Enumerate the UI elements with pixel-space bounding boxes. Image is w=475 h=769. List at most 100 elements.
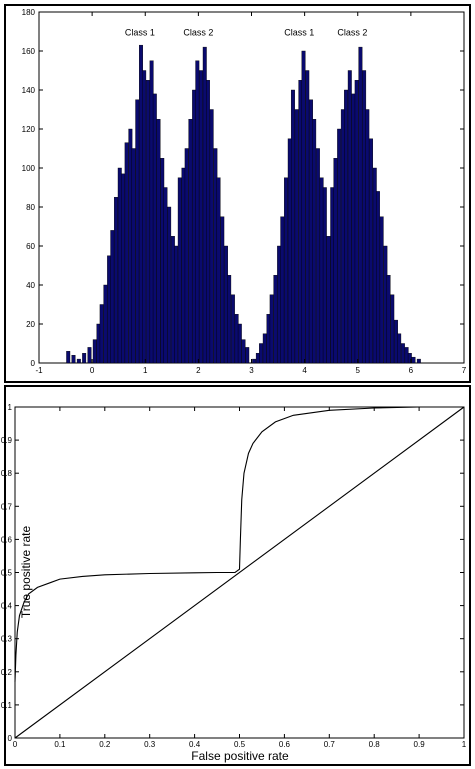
roc-y-tick-label: 0.7 bbox=[1, 502, 13, 511]
histogram-bar bbox=[66, 351, 71, 364]
histogram-class-annotation: Class 2 bbox=[337, 27, 367, 37]
roc-x-tick-label: 1 bbox=[462, 740, 467, 749]
histogram-bar bbox=[294, 109, 299, 364]
histogram-y-ticks: 0 20 40 60 80 100 120 140 160 180 bbox=[22, 8, 464, 368]
histogram-bar bbox=[216, 177, 221, 364]
roc-curve bbox=[14, 406, 464, 682]
histogram-x-tick-label: 2 bbox=[196, 366, 201, 375]
histogram-bar bbox=[273, 275, 278, 364]
histogram-bar bbox=[255, 353, 260, 364]
histogram-y-tick-label: 40 bbox=[26, 281, 35, 290]
histogram-y-tick-label: 140 bbox=[22, 86, 36, 95]
histogram-bar bbox=[131, 148, 136, 364]
histogram-class-annotation: Class 1 bbox=[284, 27, 314, 37]
histogram-bar bbox=[230, 294, 235, 364]
histogram-bar bbox=[407, 353, 412, 364]
roc-y-tick-label: 0.9 bbox=[1, 436, 13, 445]
histogram-bar bbox=[312, 119, 317, 364]
roc-lines bbox=[14, 406, 465, 739]
histogram-bar bbox=[358, 46, 363, 364]
histogram-y-tick-label: 120 bbox=[22, 125, 36, 134]
histogram-bar bbox=[322, 187, 327, 364]
histogram-bar bbox=[76, 358, 81, 364]
histogram-bar bbox=[319, 177, 324, 364]
histogram-bar bbox=[245, 347, 250, 364]
histogram-y-tick-label: 80 bbox=[26, 203, 35, 212]
histogram-x-tick-label: 6 bbox=[409, 366, 414, 375]
histogram-bar bbox=[135, 99, 140, 364]
roc-y-tick-label: 0.6 bbox=[1, 535, 13, 544]
histogram-bar bbox=[128, 128, 133, 364]
histogram-bar bbox=[195, 60, 200, 364]
histogram-y-tick-label: 20 bbox=[26, 320, 35, 329]
histogram-bar bbox=[379, 216, 384, 364]
roc-y-ticks: 0 0.1 0.2 0.3 0.4 0.5 0.6 0.7 0.8 0.9 1 bbox=[1, 403, 464, 743]
histogram-bar bbox=[411, 356, 416, 364]
histogram-bar bbox=[315, 148, 320, 364]
histogram-bar bbox=[301, 50, 306, 364]
histogram-bar bbox=[390, 294, 395, 364]
roc-x-axis-label: False positive rate bbox=[191, 749, 289, 763]
histogram-y-tick-label: 60 bbox=[26, 242, 35, 251]
histogram-bar bbox=[280, 216, 285, 364]
histogram-bar bbox=[92, 339, 97, 364]
histogram-bar bbox=[241, 339, 246, 364]
histogram-bar bbox=[354, 80, 359, 364]
histogram-bar bbox=[369, 138, 373, 364]
histogram-bar bbox=[156, 119, 161, 364]
histogram-bar bbox=[205, 80, 210, 364]
histogram-x-tick-label: 1 bbox=[143, 366, 148, 375]
histogram-bar bbox=[262, 333, 267, 364]
histogram-bar bbox=[284, 177, 288, 364]
roc-y-tick-label: 0.5 bbox=[1, 569, 13, 578]
histogram-bar bbox=[71, 355, 76, 364]
roc-y-axis-label: True positive rate bbox=[19, 526, 33, 619]
histogram-bar bbox=[170, 236, 175, 364]
histogram-bar bbox=[209, 109, 214, 364]
roc-x-tick-label: 0.6 bbox=[279, 740, 291, 749]
histogram-bar bbox=[362, 70, 367, 364]
roc-y-tick-label: 0.2 bbox=[1, 668, 13, 677]
roc-x-tick-label: 0.8 bbox=[369, 740, 381, 749]
histogram-class-annotation: Class 2 bbox=[183, 27, 213, 37]
histogram-bar bbox=[237, 323, 242, 364]
histogram-bar bbox=[174, 245, 179, 364]
histogram-bar bbox=[365, 109, 370, 364]
histogram-class-annotation: Class 1 bbox=[125, 27, 155, 37]
histogram-bar bbox=[404, 347, 409, 364]
histogram-bar bbox=[188, 119, 193, 364]
roc-y-tick-label: 0.3 bbox=[1, 635, 13, 644]
roc-x-tick-label: 0.7 bbox=[324, 740, 336, 749]
roc-y-tick-label: 0.4 bbox=[1, 602, 13, 611]
histogram-bar bbox=[114, 197, 118, 364]
roc-x-tick-label: 0.1 bbox=[54, 740, 66, 749]
histogram-y-tick-label: 0 bbox=[31, 359, 36, 368]
histogram-x-ticks: -1 0 1 2 3 4 5 6 7 bbox=[35, 12, 467, 375]
roc-x-tick-label: 0.9 bbox=[414, 740, 426, 749]
histogram-bar bbox=[347, 70, 352, 364]
histogram-x-tick-label: 0 bbox=[90, 366, 95, 375]
histogram-bar bbox=[110, 230, 115, 364]
histogram-bar bbox=[375, 191, 380, 364]
roc-x-tick-label: 0.2 bbox=[99, 740, 111, 749]
histogram-bar bbox=[337, 128, 342, 364]
roc-chart: 0 0.1 0.2 0.3 0.4 0.5 0.6 0.7 0.8 0.9 1 0 0.1 0.2 0.3… bbox=[1, 403, 467, 763]
histogram-bar bbox=[163, 187, 168, 364]
histogram-bar bbox=[152, 93, 157, 364]
histogram-bar bbox=[277, 245, 282, 364]
roc-y-tick-label: 0.8 bbox=[1, 469, 13, 478]
histogram-x-tick-label: 3 bbox=[249, 366, 254, 375]
histogram-bar bbox=[333, 158, 338, 364]
histogram-bar bbox=[383, 245, 388, 364]
diagonal-reference-line bbox=[14, 406, 465, 739]
roc-y-tick-label: 0 bbox=[8, 734, 13, 743]
histogram-x-tick-label: 4 bbox=[302, 366, 307, 375]
histogram-bar bbox=[290, 89, 295, 364]
histogram-bar bbox=[124, 142, 129, 364]
roc-y-tick-label: 0.1 bbox=[1, 701, 13, 710]
histogram-bar bbox=[213, 148, 218, 364]
histogram-bar bbox=[326, 236, 331, 364]
histogram-annotations: Class 1 Class 2 Class 1 Class 2 bbox=[125, 27, 368, 37]
roc-y-tick-label: 1 bbox=[8, 403, 13, 412]
